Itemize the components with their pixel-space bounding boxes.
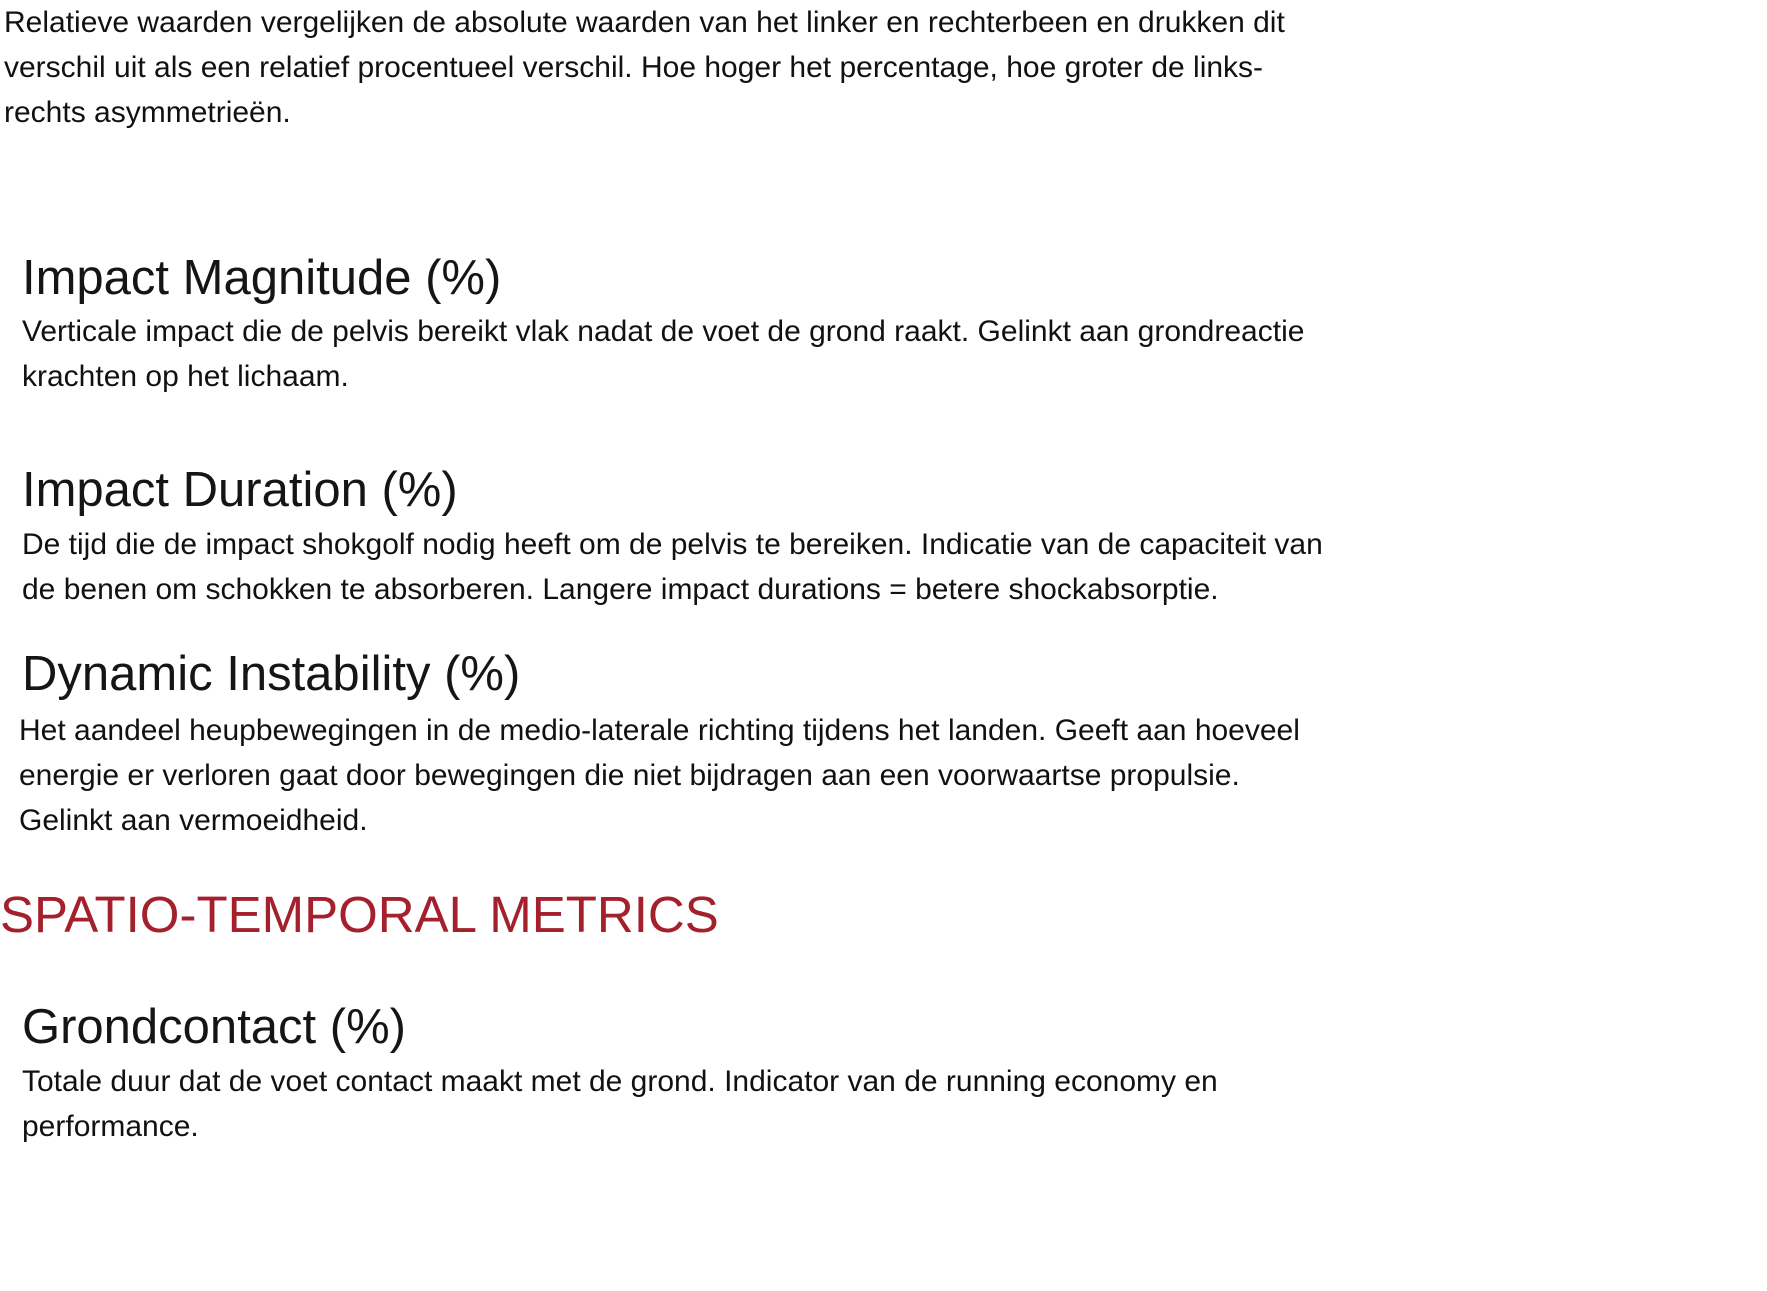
metric-title-impact-duration: Impact Duration (%) [22, 463, 458, 517]
metric-description-dynamic-instability: Het aandeel heupbewegingen in de medio-l… [19, 714, 1300, 837]
metric-title-dynamic-instability: Dynamic Instability (%) [22, 647, 521, 701]
metric-description-impact-duration: De tijd die de impact shokgolf nodig hee… [22, 528, 1323, 606]
metric-title-impact-magnitude: Impact Magnitude (%) [22, 251, 502, 305]
metric-title-grondcontact: Grondcontact (%) [22, 1000, 406, 1054]
section-title-spatio-temporal: SPATIO-TEMPORAL METRICS [0, 886, 719, 943]
metric-description-grondcontact: Totale duur dat de voet contact maakt me… [22, 1065, 1218, 1143]
metric-description-impact-magnitude: Verticale impact die de pelvis bereikt v… [22, 315, 1305, 393]
intro-paragraph: Relatieve waarden vergelijken de absolut… [4, 6, 1285, 129]
